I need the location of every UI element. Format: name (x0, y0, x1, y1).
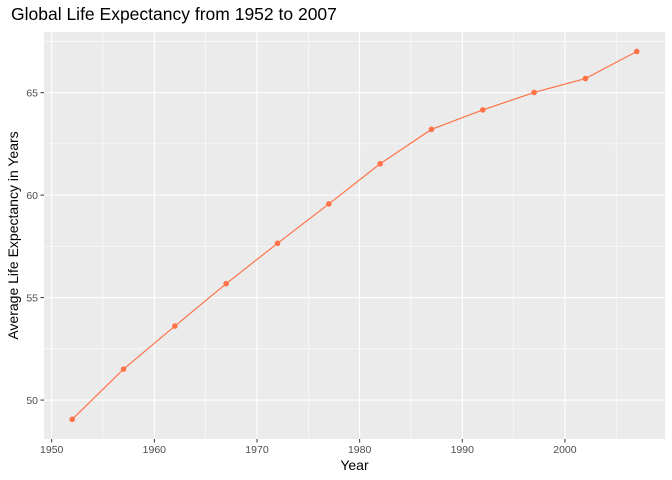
x-axis-title: Year (340, 457, 369, 473)
y-tick-label: 55 (26, 292, 38, 304)
major-gridlines (44, 32, 665, 439)
data-point (172, 323, 178, 329)
chart-title: Global Life Expectancy from 1952 to 2007 (11, 4, 337, 24)
x-tick-label: 1970 (245, 444, 269, 456)
x-tick-label: 1960 (143, 444, 167, 456)
data-point (274, 240, 281, 247)
x-tick-labels: 1950 1960 1970 1980 1990 2000 (40, 444, 577, 456)
minor-gridlines (44, 32, 665, 439)
data-point (223, 280, 229, 287)
x-tick-label: 1950 (40, 444, 64, 456)
data-point (120, 366, 127, 372)
data-point (480, 107, 486, 113)
data-point (69, 416, 76, 423)
x-tick-label: 2000 (553, 444, 577, 456)
data-point (326, 201, 332, 207)
data-point (633, 48, 640, 55)
y-tick-label: 60 (26, 190, 38, 202)
x-tick-label: 1980 (348, 444, 372, 456)
series-line-path (71, 50, 638, 420)
data-point (582, 75, 589, 82)
y-axis-title: Average Life Expectancy in Years (5, 131, 21, 339)
series-line (71, 50, 638, 420)
plot-panel (44, 32, 665, 439)
axis-ticks (40, 92, 566, 443)
y-tick-label: 50 (26, 395, 38, 407)
series-points (69, 48, 640, 423)
data-point (531, 89, 537, 96)
data-point (377, 160, 383, 167)
x-tick-label: 1990 (451, 444, 475, 456)
data-point (428, 126, 435, 133)
y-tick-label: 65 (26, 87, 38, 99)
y-tick-labels: 50 55 60 65 (26, 87, 38, 406)
